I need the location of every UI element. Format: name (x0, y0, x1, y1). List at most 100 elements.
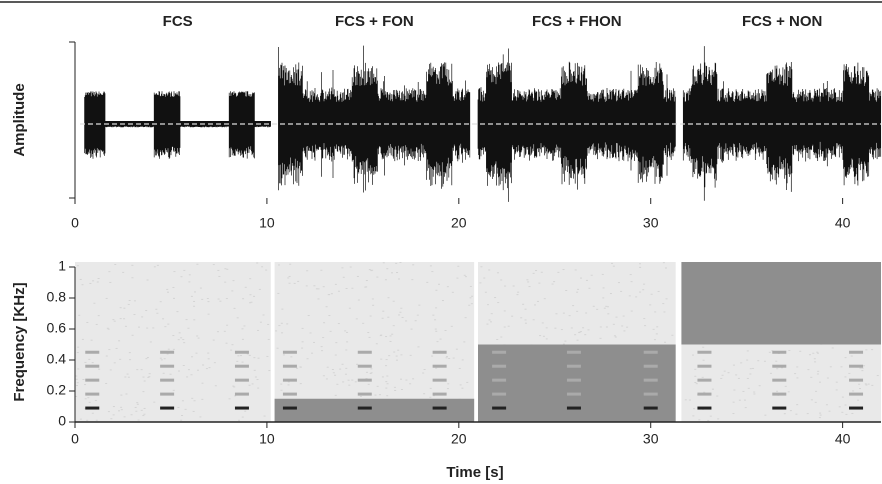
speckle (825, 404, 828, 406)
speckle (580, 277, 583, 279)
speckle (233, 386, 236, 388)
speckle (400, 388, 403, 390)
speckle (653, 339, 656, 341)
speckle (77, 368, 80, 370)
speckle (517, 291, 520, 293)
speckle (232, 280, 235, 282)
speckle (92, 280, 95, 282)
speckle (688, 399, 691, 401)
speckle (145, 310, 148, 312)
speckle (136, 369, 139, 371)
speckle (620, 290, 623, 292)
speckle (212, 339, 215, 341)
speckle (131, 334, 134, 336)
speckle (98, 368, 101, 370)
speckle (435, 367, 438, 369)
speckle (464, 276, 467, 278)
speckle (153, 401, 156, 403)
speckle (522, 303, 525, 305)
speckle (385, 387, 388, 389)
harmonic (357, 378, 372, 382)
speckle (864, 383, 867, 385)
speckle (149, 341, 152, 343)
speckle (698, 419, 701, 421)
speckle (617, 282, 620, 284)
speckle (277, 292, 280, 294)
speckle (75, 395, 78, 397)
speckle (746, 377, 749, 379)
harmonic (697, 350, 712, 354)
speckle (612, 265, 615, 267)
speckle (393, 386, 396, 388)
speckle (135, 410, 138, 412)
speckle (297, 280, 300, 282)
speckle (850, 355, 853, 357)
speckle (876, 375, 879, 377)
harmonic (643, 392, 658, 396)
speckle (844, 376, 847, 378)
speckle (788, 350, 791, 352)
speckle (207, 313, 210, 315)
speckle (663, 311, 666, 313)
harmonic (432, 392, 447, 396)
harmonic (234, 392, 249, 396)
speckle (337, 323, 340, 325)
speckle (711, 388, 714, 390)
speckle (172, 389, 175, 391)
speckle (528, 286, 531, 288)
speckle (826, 377, 829, 379)
speckle (184, 408, 187, 410)
speckle (560, 329, 563, 331)
speckle (389, 340, 392, 342)
speckle (160, 359, 163, 361)
speckle (320, 269, 323, 271)
speckle (524, 319, 527, 321)
speckle (662, 262, 665, 264)
speckle (764, 414, 767, 416)
speckle (199, 287, 202, 289)
speckle (299, 383, 302, 385)
speckle (382, 310, 385, 312)
speckle (732, 413, 735, 415)
speckle (395, 262, 398, 264)
speckle (605, 326, 608, 328)
speckle (312, 341, 315, 343)
harmonic (234, 350, 249, 354)
speckle (747, 387, 750, 389)
speckle (639, 291, 642, 293)
speckle (213, 362, 216, 364)
speckle (84, 398, 87, 400)
speckle (146, 279, 149, 281)
speckle (539, 335, 542, 337)
speckle (108, 271, 111, 273)
speckle (234, 395, 237, 397)
speckle (572, 305, 575, 307)
speckle (432, 314, 435, 316)
speckle (562, 312, 565, 314)
speckle (123, 318, 126, 320)
speckle (381, 317, 384, 319)
speckle (126, 373, 129, 375)
speckle (496, 272, 499, 274)
speckle (257, 329, 260, 331)
speckle (262, 314, 265, 316)
speckle (606, 306, 609, 308)
speckle (526, 279, 529, 281)
speckle (500, 336, 503, 338)
speckle (844, 404, 847, 406)
speckle (819, 414, 822, 416)
speckle (380, 334, 383, 336)
speckle (841, 411, 844, 413)
speckle (365, 378, 368, 380)
speckle (416, 314, 419, 316)
speckle (82, 378, 85, 380)
speckle (356, 275, 359, 277)
speckle (438, 283, 441, 285)
speckle (106, 327, 109, 329)
speckle (142, 391, 145, 393)
speckle (372, 304, 375, 306)
speckle (305, 285, 308, 287)
speckle (278, 264, 281, 266)
speckle (733, 389, 736, 391)
speckle (365, 371, 368, 373)
